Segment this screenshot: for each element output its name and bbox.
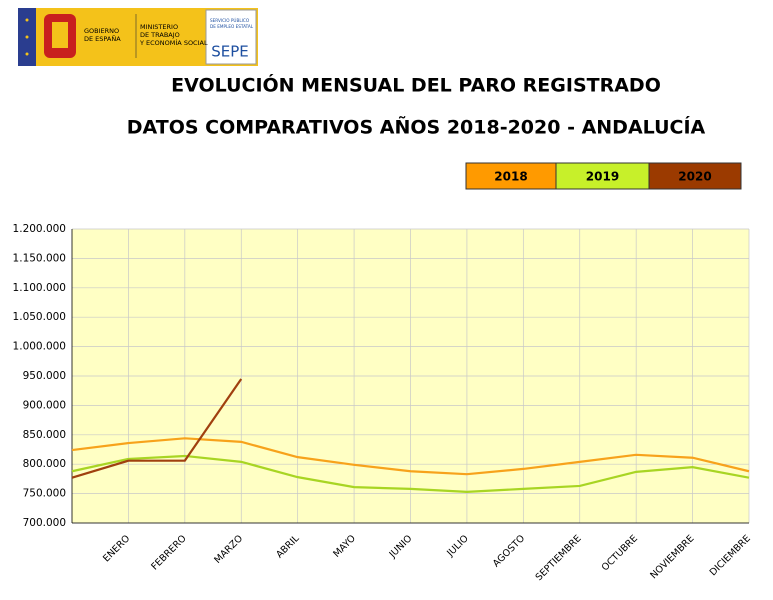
y-tick-label: 1.050.000 — [13, 311, 66, 323]
legend-swatch — [648, 162, 742, 190]
x-tick-label: SEPTIEMBRE — [534, 533, 584, 583]
star — [25, 52, 29, 56]
y-tick-label: 1.150.000 — [13, 252, 66, 264]
y-tick-label: 1.100.000 — [13, 282, 66, 294]
y-tick-label: 700.000 — [23, 517, 66, 529]
logo-text: GOBIERNO — [84, 27, 119, 35]
logo-text: SERVICIO PÚBLICO — [210, 18, 250, 23]
star — [25, 18, 29, 22]
y-tick-label: 900.000 — [23, 399, 66, 411]
legend-swatch — [465, 162, 557, 190]
series-line — [71, 437, 750, 476]
logo-text: Y ECONOMÍA SOCIAL — [139, 38, 208, 47]
sepe-box — [205, 9, 257, 65]
x-tick-label: MAYO — [331, 533, 358, 560]
x-tick-label: ENERO — [101, 533, 132, 564]
x-tick-label: NOVIEMBRE — [648, 533, 696, 581]
sepe-logo: SEPE — [211, 43, 249, 61]
logo-text: DE ESPAÑA — [84, 34, 121, 43]
logo: SEPE — [18, 8, 258, 66]
coat-of-arms — [52, 22, 68, 48]
logo-text: DE TRABAJO — [140, 31, 180, 39]
x-tick-label: ABRIL — [274, 533, 302, 561]
series-line — [71, 378, 243, 479]
legend-label: 2020 — [678, 170, 711, 184]
logo-text: MINISTERIO — [140, 23, 178, 31]
x-tick-label: JULIO — [444, 533, 470, 559]
x-tick-label: MARZO — [212, 533, 245, 566]
y-tick-label: 1.200.000 — [13, 223, 66, 235]
x-tick-label: AGOSTO — [491, 533, 527, 569]
x-tick-label: JUNIO — [387, 533, 415, 561]
legend-label: 2018 — [494, 170, 527, 184]
y-tick-label: 850.000 — [23, 429, 66, 441]
x-tick-label: FEBRERO — [149, 533, 188, 572]
y-tick-label: 750.000 — [23, 488, 66, 500]
chart-title: EVOLUCIÓN MENSUAL DEL PARO REGISTRADO — [171, 73, 661, 97]
y-tick-label: 800.000 — [23, 458, 66, 470]
legend-label: 2019 — [586, 170, 619, 184]
x-tick-label: DICIEMBRE — [708, 533, 753, 578]
y-tick-label: 950.000 — [23, 370, 66, 382]
logo-text: DE EMPLEO ESTATAL — [210, 24, 254, 29]
series-line — [71, 454, 750, 493]
x-tick-label: OCTUBRE — [600, 533, 640, 573]
y-tick-label: 1.000.000 — [13, 341, 66, 353]
star — [25, 35, 29, 39]
chart-subtitle: DATOS COMPARATIVOS AÑOS 2018-2020 - ANDA… — [127, 115, 706, 139]
